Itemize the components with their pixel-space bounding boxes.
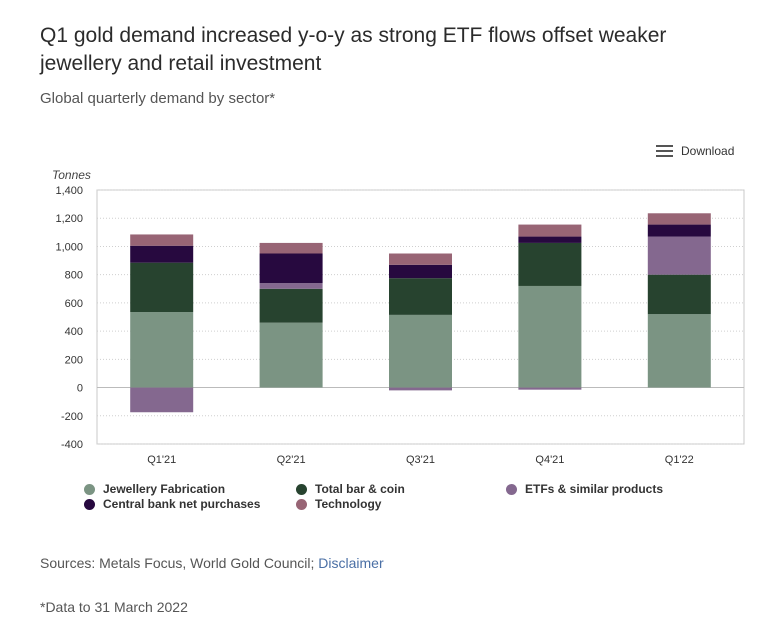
footnote: *Data to 31 March 2022 <box>40 599 188 615</box>
legend-item-central-bank[interactable]: Central bank net purchases <box>84 497 260 511</box>
disclaimer-link[interactable]: Disclaimer <box>318 555 384 571</box>
bar-segment-technology-4[interactable] <box>647 213 711 225</box>
legend-label: Total bar & coin <box>315 482 405 496</box>
bar-segment-jewellery-fabrication-4[interactable] <box>647 314 711 388</box>
download-button[interactable]: Download <box>656 144 734 158</box>
bar-segment-etfs-similar-products-1[interactable] <box>259 283 323 289</box>
legend-swatch <box>506 483 517 495</box>
bar-segment-total-bar-coin-3[interactable] <box>518 242 582 286</box>
x-tick-label: Q3'21 <box>406 454 435 466</box>
y-tick-label: 200 <box>65 354 83 366</box>
chart-subtitle: Global quarterly demand by sector* <box>40 90 276 107</box>
bars <box>130 213 711 413</box>
bar-segment-technology-2[interactable] <box>389 253 452 265</box>
bar-segment-central-bank-net-purchases-2[interactable] <box>389 264 452 279</box>
legend-swatch <box>84 483 95 495</box>
bar-segment-technology-1[interactable] <box>259 242 323 254</box>
bar-segment-central-bank-net-purchases-4[interactable] <box>647 224 711 237</box>
legend-item-bar-coin[interactable]: Total bar & coin <box>296 482 405 496</box>
legend: Jewellery Fabrication Total bar & coin E… <box>84 482 744 516</box>
y-tick-label: -200 <box>61 411 83 423</box>
bar-segment-etfs-similar-products-3[interactable] <box>518 387 582 390</box>
y-tick-label: 400 <box>65 326 83 338</box>
bar-segment-jewellery-fabrication-1[interactable] <box>259 322 323 388</box>
y-tick-label: 600 <box>65 298 83 310</box>
legend-swatch <box>296 483 307 495</box>
x-tick-label: Q2'21 <box>277 454 306 466</box>
sources: Sources: Metals Focus, World Gold Counci… <box>40 555 384 571</box>
bar-segment-etfs-similar-products-2[interactable] <box>389 387 452 391</box>
x-tick-label: Q1'22 <box>665 454 694 466</box>
y-tick-label: 1,000 <box>55 241 83 253</box>
legend-item-jewellery[interactable]: Jewellery Fabrication <box>84 482 225 496</box>
legend-swatch <box>296 498 307 510</box>
y-tick-label: 800 <box>65 270 83 282</box>
plot-frame <box>96 189 745 445</box>
bar-segment-total-bar-coin-1[interactable] <box>259 288 323 323</box>
bar-segment-etfs-similar-products-0[interactable] <box>130 387 194 413</box>
bar-segment-central-bank-net-purchases-0[interactable] <box>130 245 194 263</box>
y-tick-label: 1,400 <box>55 185 83 197</box>
x-ticks: Q1'21 Q2'21 Q3'21 Q4'21 Q1'22 <box>147 454 694 466</box>
bar-segment-total-bar-coin-2[interactable] <box>389 278 452 315</box>
chart-title: Q1 gold demand increased y-o-y as strong… <box>40 24 667 75</box>
bar-segment-technology-0[interactable] <box>130 234 194 246</box>
legend-item-etfs[interactable]: ETFs & similar products <box>506 482 663 496</box>
bar-segment-jewellery-fabrication-2[interactable] <box>389 314 452 388</box>
bar-segment-total-bar-coin-4[interactable] <box>647 274 711 315</box>
bar-segment-central-bank-net-purchases-1[interactable] <box>259 253 323 284</box>
y-ticks: -400 -200 0 200 400 600 800 1,000 1,200 1,400 <box>55 185 83 451</box>
legend-swatch <box>84 498 95 510</box>
download-label: Download <box>681 144 735 158</box>
stacked-bar-chart: Tonnes -400 -200 0 200 400 600 800 1,000 1,200 1,… <box>52 168 745 466</box>
bar-segment-technology-3[interactable] <box>518 224 582 237</box>
y-tick-label: 1,200 <box>55 213 83 225</box>
x-tick-label: Q4'21 <box>535 454 564 466</box>
sources-text: Sources: Metals Focus, World Gold Counci… <box>40 555 315 571</box>
legend-label: Jewellery Fabrication <box>103 482 226 496</box>
x-tick-label: Q1'21 <box>147 454 176 466</box>
y-axis-label: Tonnes <box>52 168 91 182</box>
bar-segment-jewellery-fabrication-3[interactable] <box>518 285 582 388</box>
legend-label: Technology <box>315 497 382 511</box>
y-tick-label: -400 <box>61 439 83 451</box>
bar-segment-central-bank-net-purchases-3[interactable] <box>518 236 582 243</box>
legend-label: ETFs & similar products <box>525 482 664 496</box>
menu-icon <box>656 145 673 157</box>
bar-segment-etfs-similar-products-4[interactable] <box>647 236 711 275</box>
y-tick-label: 0 <box>77 383 83 395</box>
bar-segment-total-bar-coin-0[interactable] <box>130 262 194 313</box>
legend-label: Central bank net purchases <box>103 497 261 511</box>
bar-segment-jewellery-fabrication-0[interactable] <box>130 312 194 388</box>
legend-item-technology[interactable]: Technology <box>296 497 381 511</box>
